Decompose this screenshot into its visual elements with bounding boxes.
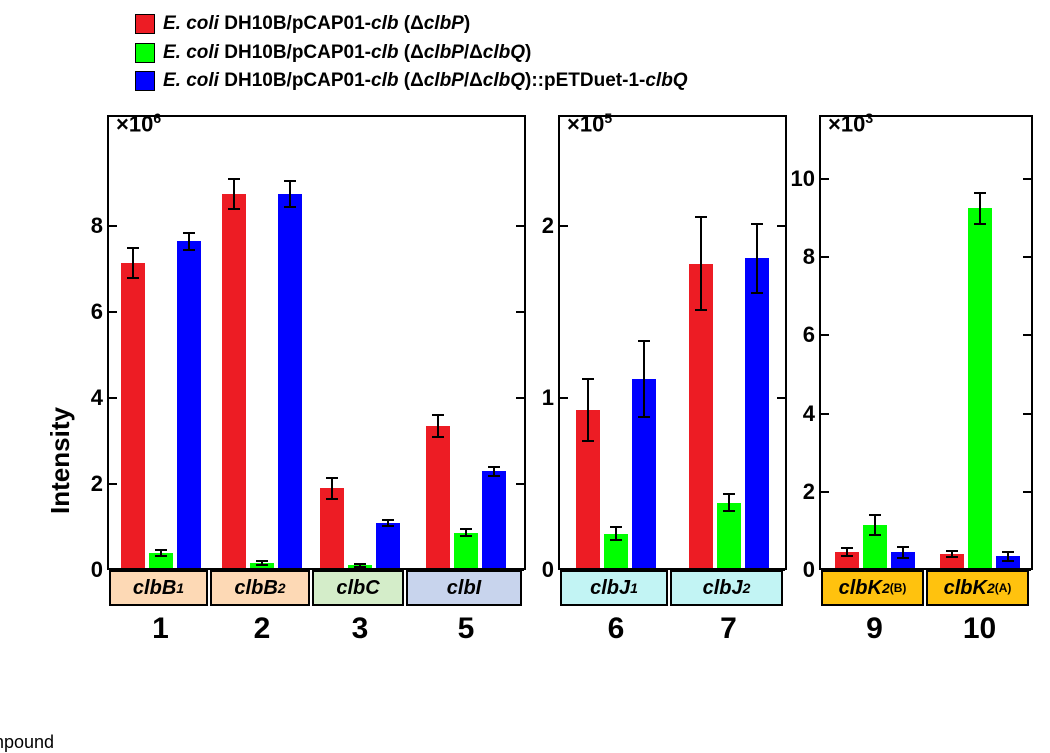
y-tick-mark bbox=[109, 483, 117, 485]
legend-swatch-1 bbox=[135, 43, 155, 63]
group-box: clbJ2 bbox=[670, 570, 783, 606]
compound-number: 1 bbox=[111, 612, 210, 646]
compound-number: 3 bbox=[314, 612, 406, 646]
y-tick-label: 6 bbox=[803, 322, 821, 348]
bar bbox=[968, 208, 992, 568]
y-tick-mark bbox=[516, 311, 524, 313]
bar bbox=[121, 263, 145, 568]
scale-label-2: ×103 bbox=[828, 110, 873, 137]
y-tick-mark bbox=[1023, 178, 1031, 180]
legend-item-2: E. coli DH10B/pCAP01-clb (ΔclbP/ΔclbQ)::… bbox=[135, 67, 688, 96]
legend-text-2: E. coli DH10B/pCAP01-clb (ΔclbP/ΔclbQ)::… bbox=[163, 67, 688, 96]
bar bbox=[717, 503, 741, 568]
bar bbox=[376, 523, 400, 568]
compound-number: 2 bbox=[212, 612, 312, 646]
panel-0: 02468clbB11clbB22clbC3clbI5 bbox=[107, 115, 526, 570]
y-tick-mark bbox=[1023, 491, 1031, 493]
y-tick-mark bbox=[516, 483, 524, 485]
y-tick-mark bbox=[560, 225, 568, 227]
scale-label-0: ×106 bbox=[116, 110, 161, 137]
y-tick-mark bbox=[777, 225, 785, 227]
y-tick-label: 2 bbox=[803, 479, 821, 505]
y-tick-mark bbox=[516, 397, 524, 399]
y-tick-label: 0 bbox=[91, 557, 109, 583]
chart-area: Intensity compound 02468clbB11clbB22clbC… bbox=[35, 115, 1035, 675]
y-tick-mark bbox=[516, 225, 524, 227]
y-tick-label: 4 bbox=[91, 385, 109, 411]
bar bbox=[278, 194, 302, 568]
y-tick-mark bbox=[109, 311, 117, 313]
group-box: clbK2(A) bbox=[926, 570, 1029, 606]
scale-label-1: ×105 bbox=[567, 110, 612, 137]
compound-number: 7 bbox=[672, 612, 785, 646]
bar bbox=[745, 258, 769, 568]
legend-swatch-0 bbox=[135, 14, 155, 34]
y-tick-mark bbox=[109, 225, 117, 227]
bar bbox=[320, 488, 344, 568]
group-box: clbJ1 bbox=[560, 570, 668, 606]
y-tick-label: 6 bbox=[91, 299, 109, 325]
legend-text-0: E. coli DH10B/pCAP01-clb (ΔclbP) bbox=[163, 10, 470, 39]
legend-text-1: E. coli DH10B/pCAP01-clb (ΔclbP/ΔclbQ) bbox=[163, 39, 531, 68]
legend-item-1: E. coli DH10B/pCAP01-clb (ΔclbP/ΔclbQ) bbox=[135, 39, 688, 68]
y-tick-label: 4 bbox=[803, 401, 821, 427]
y-tick-mark bbox=[1023, 334, 1031, 336]
legend-item-0: E. coli DH10B/pCAP01-clb (ΔclbP) bbox=[135, 10, 688, 39]
y-tick-mark bbox=[821, 334, 829, 336]
compound-number: 9 bbox=[823, 612, 926, 646]
y-tick-mark bbox=[821, 256, 829, 258]
bar bbox=[177, 241, 201, 568]
bar bbox=[426, 426, 450, 568]
group-box: clbB1 bbox=[109, 570, 208, 606]
y-tick-label: 2 bbox=[542, 213, 560, 239]
bar bbox=[482, 471, 506, 568]
y-tick-mark bbox=[1023, 413, 1031, 415]
group-box: clbC bbox=[312, 570, 404, 606]
y-tick-mark bbox=[560, 397, 568, 399]
y-tick-mark bbox=[109, 397, 117, 399]
y-tick-mark bbox=[821, 491, 829, 493]
legend: E. coli DH10B/pCAP01-clb (ΔclbP) E. coli… bbox=[135, 10, 688, 96]
y-axis-label: Intensity bbox=[45, 407, 76, 514]
y-tick-mark bbox=[821, 178, 829, 180]
y-tick-label: 1 bbox=[542, 385, 560, 411]
panel-1: 012clbJ16clbJ27 bbox=[558, 115, 787, 570]
compound-number: 10 bbox=[928, 612, 1031, 646]
compound-number: 6 bbox=[562, 612, 670, 646]
y-tick-label: 0 bbox=[803, 557, 821, 583]
y-tick-mark bbox=[1023, 256, 1031, 258]
y-tick-mark bbox=[777, 397, 785, 399]
y-tick-label: 8 bbox=[91, 213, 109, 239]
bar bbox=[454, 533, 478, 568]
legend-swatch-2 bbox=[135, 71, 155, 91]
y-tick-label: 8 bbox=[803, 244, 821, 270]
y-tick-label: 0 bbox=[542, 557, 560, 583]
y-tick-label: 2 bbox=[91, 471, 109, 497]
group-box: clbK2(B) bbox=[821, 570, 924, 606]
compound-number: 5 bbox=[408, 612, 524, 646]
group-box: clbB2 bbox=[210, 570, 310, 606]
bar bbox=[222, 194, 246, 568]
group-box: clbI bbox=[406, 570, 522, 606]
panel-2: 0246810clbK2(B)9clbK2(A)10 bbox=[819, 115, 1033, 570]
y-tick-mark bbox=[821, 413, 829, 415]
y-tick-label: 10 bbox=[791, 166, 821, 192]
compound-axis-label: compound bbox=[0, 732, 54, 753]
